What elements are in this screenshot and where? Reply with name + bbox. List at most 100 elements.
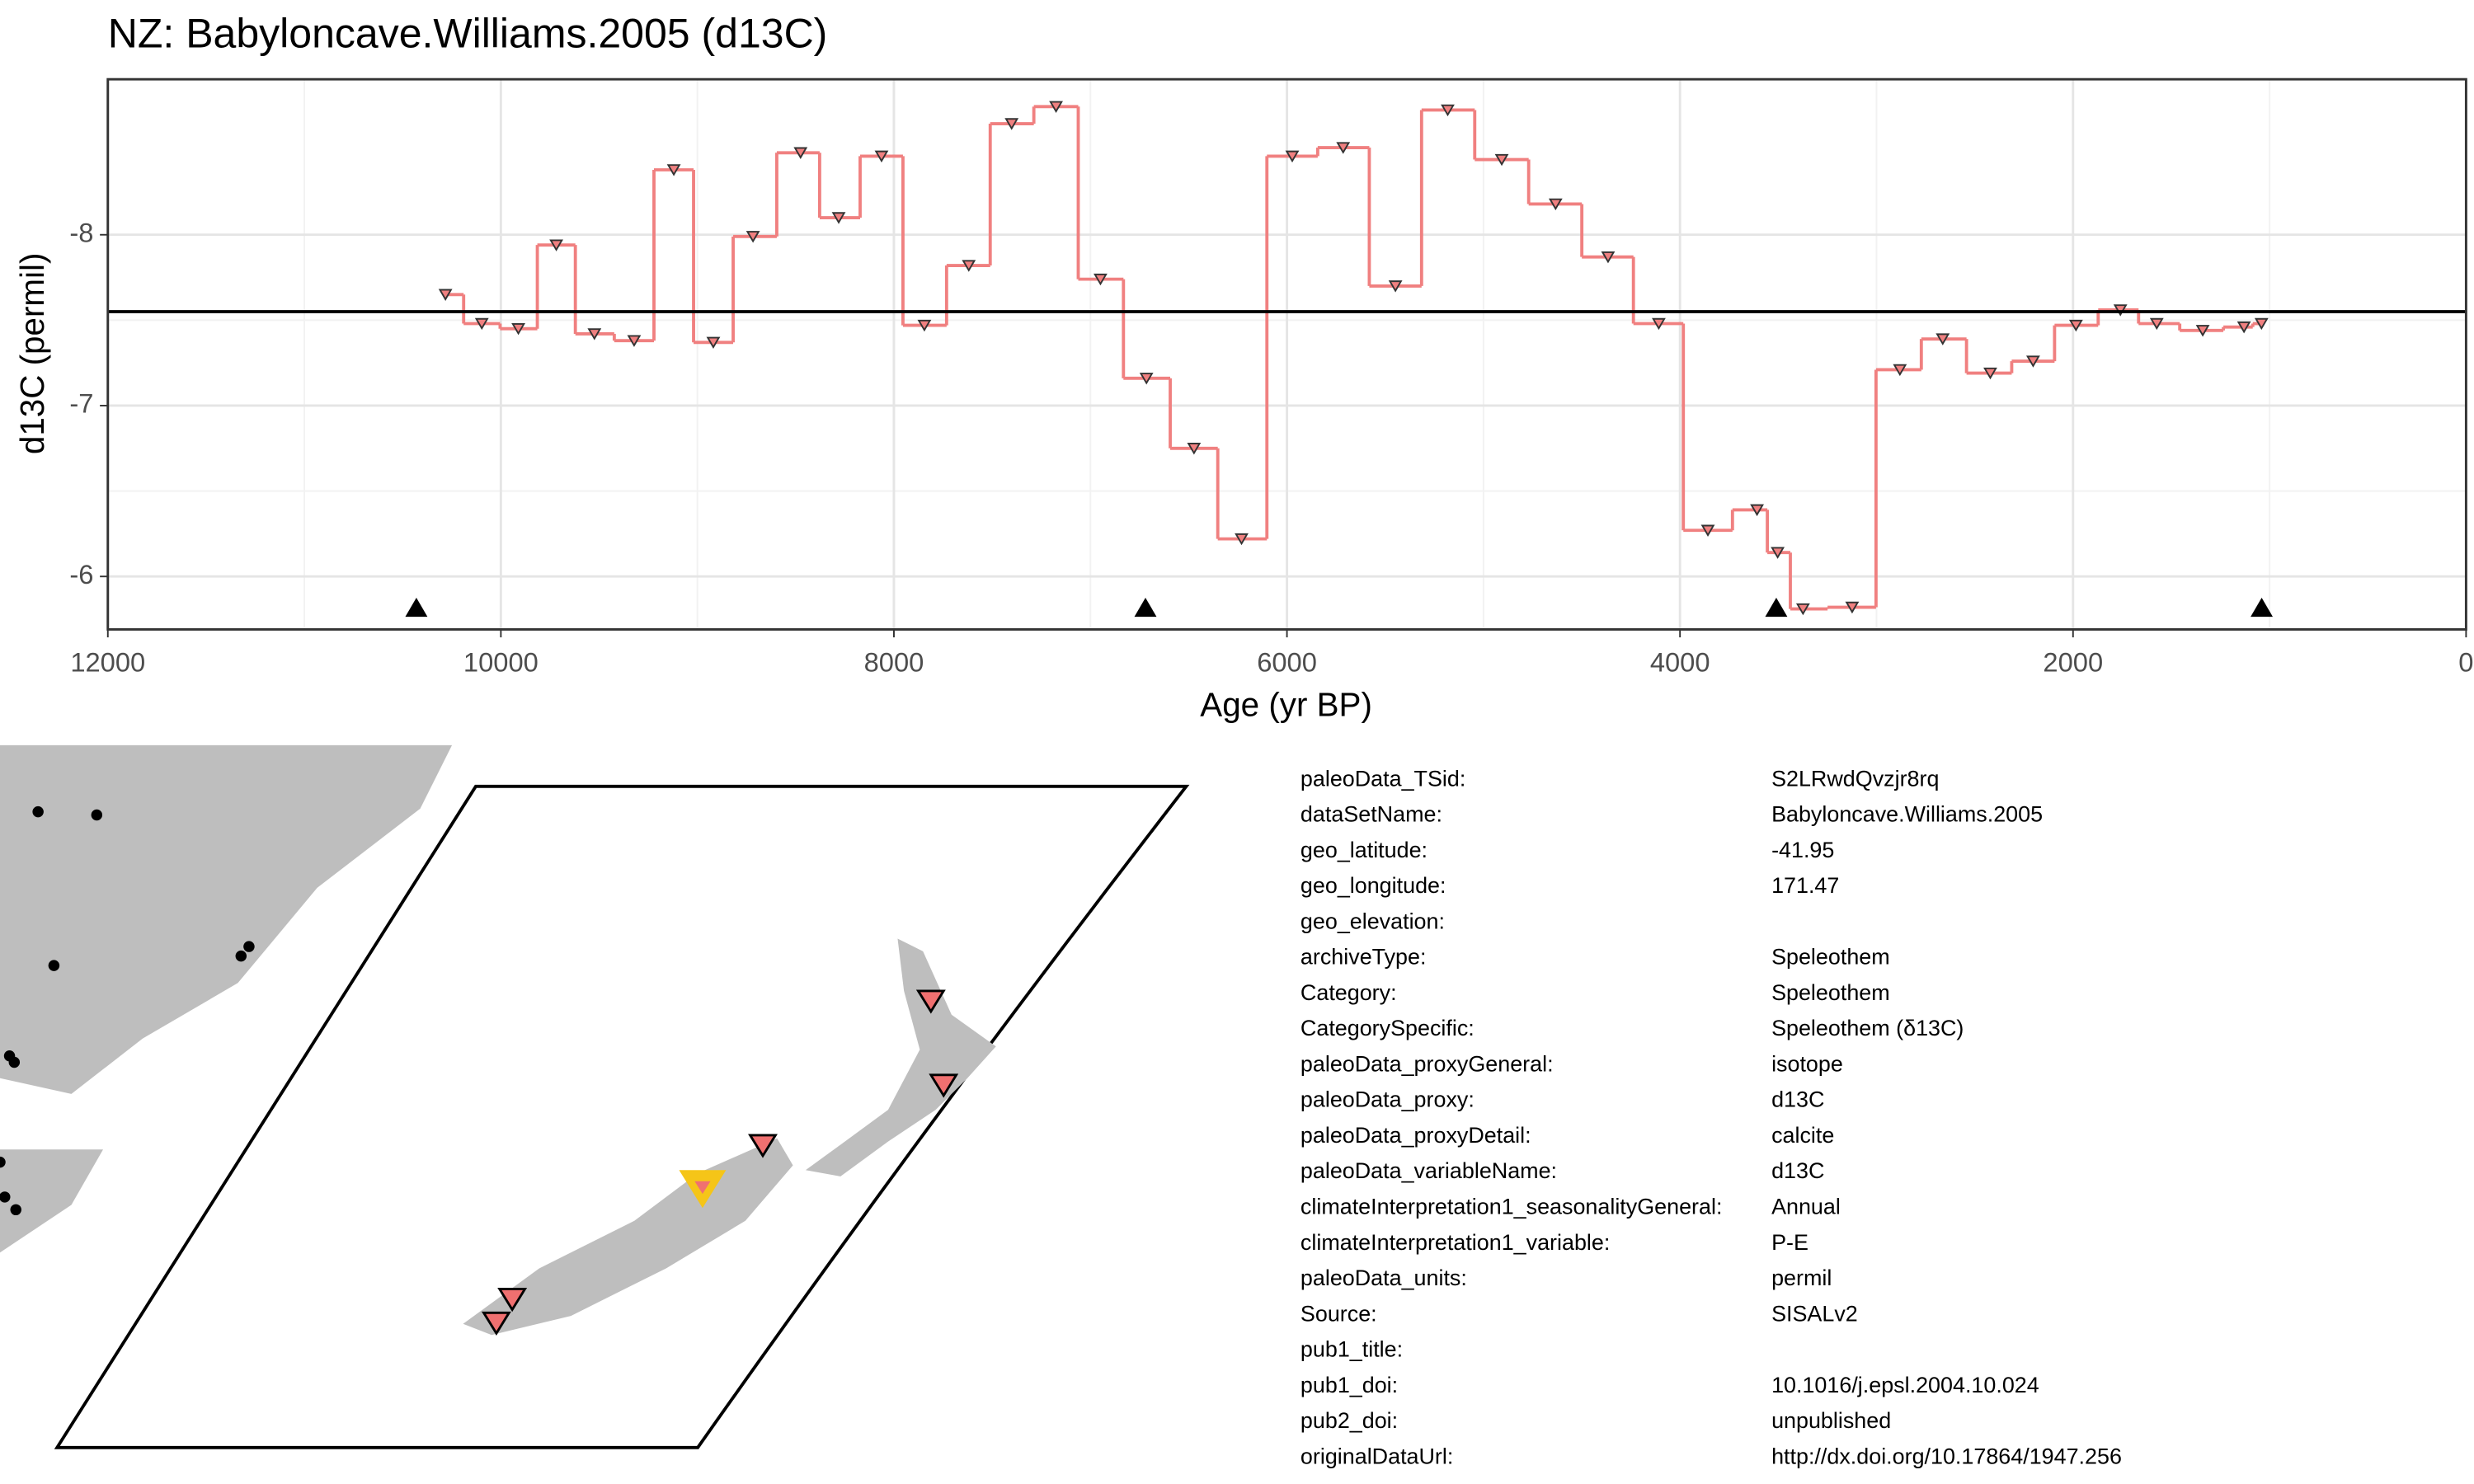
land [0,744,453,1094]
map [0,744,1190,1449]
meta-key: pub1_doi: [1300,1373,1398,1397]
meta-key: geo_longitude: [1300,873,1446,898]
age-marker [2251,598,2274,618]
data-point [1983,367,1997,380]
data-point [1700,524,1715,537]
data-point [1548,198,1563,211]
meta-value: d13C [1771,1087,1824,1112]
data-point [1235,533,1249,546]
data-point [1893,364,1907,377]
x-tick-label: 0 [2458,646,2473,677]
meta-value: Annual [1771,1194,1841,1219]
x-tick-label: 10000 [463,646,539,677]
map-frame [54,784,1190,1449]
data-point [1771,547,1785,559]
data-point [874,150,889,163]
data-point [706,336,721,349]
meta-key: climateInterpretation1_variable: [1300,1230,1610,1255]
meta-value: http://dx.doi.org/10.17864/1947.256 [1771,1444,2122,1468]
data-point [1336,142,1351,154]
data-point [1601,251,1616,264]
meta-key: pub1_title: [1300,1337,1403,1362]
meta-value: SISALv2 [1771,1301,1858,1326]
meta-value: Speleothem [1771,980,1890,1005]
meta-key: geo_elevation: [1300,909,1445,933]
meta-value: -41.95 [1771,838,1834,862]
meta-value: Speleothem (δ13C) [1771,1016,1964,1040]
y-tick-label: -6 [69,559,93,589]
y-tick-label: -8 [69,217,93,247]
site-dots [0,805,255,1216]
data-point [1187,443,1202,455]
meta-key: paleoData_proxyGeneral: [1300,1051,1554,1076]
meta-key: Source: [1300,1301,1377,1326]
data-point [917,319,932,332]
x-tick-label: 8000 [864,646,924,677]
meta-key: paleoData_proxyDetail: [1300,1123,1531,1148]
meta-key: pub2_doi: [1300,1408,1398,1433]
data-point [438,289,453,301]
meta-value: calcite [1771,1123,1834,1148]
meta-value: Speleothem [1771,945,1890,970]
meta-key: originalDataUrl: [1300,1444,1453,1468]
meta-value: Babyloncave.Williams.2005 [1771,802,2043,827]
plot-border [106,77,2467,631]
data-point [2068,319,2083,332]
data-point [2149,317,2164,331]
x-tick-label: 2000 [2043,646,2103,677]
data-point [1139,373,1154,385]
data-point [2236,321,2251,334]
data-point [627,335,642,347]
meta-key: paleoData_proxy: [1300,1087,1475,1112]
meta-value: 10.1016/j.epsl.2004.10.024 [1771,1373,2039,1397]
north-island [805,938,996,1176]
meta-key: dataSetName: [1300,802,1442,827]
meta-key: paleoData_variableName: [1300,1158,1557,1183]
data-point [1652,317,1666,331]
data-point [666,164,681,176]
meta-key: paleoData_units: [1300,1266,1467,1290]
data-point [587,328,602,340]
meta-value: 171.47 [1771,873,1839,898]
land [0,1149,103,1253]
data-point [474,317,489,331]
meta-value: unpublished [1771,1408,1891,1433]
data-point [745,231,760,243]
selected-site [694,1181,711,1195]
meta-value: S2LRwdQvzjr8rq [1771,766,1939,791]
meta-key: Category: [1300,980,1397,1005]
data-point [831,212,846,224]
data-point [1750,504,1764,517]
data-point [1441,104,1455,117]
data-point [2113,304,2128,317]
x-tick-label: 12000 [70,646,145,677]
meta-key: geo_latitude: [1300,838,1427,862]
data-point [1049,101,1063,113]
data-point [962,260,976,272]
data-point [1388,280,1403,293]
meta-value: permil [1771,1266,1832,1290]
y-axis-label: d13C (permil) [13,253,51,455]
data-point [1004,118,1019,130]
data-point [549,239,563,251]
meta-value: d13C [1771,1158,1824,1183]
data-point [511,322,525,336]
age-marker [405,598,428,618]
meta-value: isotope [1771,1051,1843,1076]
meta-key: archiveType: [1300,945,1427,970]
meta-key: CategorySpecific: [1300,1016,1475,1040]
data-point [2195,325,2210,337]
meta-value: P-E [1771,1230,1808,1255]
data-point [1845,601,1860,614]
x-axis-label: Age (yr BP) [1200,685,1372,723]
meta-key: paleoData_TSid: [1300,766,1465,791]
data-point [1094,273,1108,286]
data-point [793,147,808,159]
site-markers [481,989,959,1336]
meta-key: climateInterpretation1_seasonalityGenera… [1300,1194,1723,1219]
plot: 12000 10000 8000 6000 4000 2000 0 -8 -7 -6 [69,77,2473,677]
chart-title: NZ: Babyloncave.Williams.2005 (d13C) [108,10,828,56]
data-point [1494,153,1509,167]
data-point [2026,355,2040,368]
